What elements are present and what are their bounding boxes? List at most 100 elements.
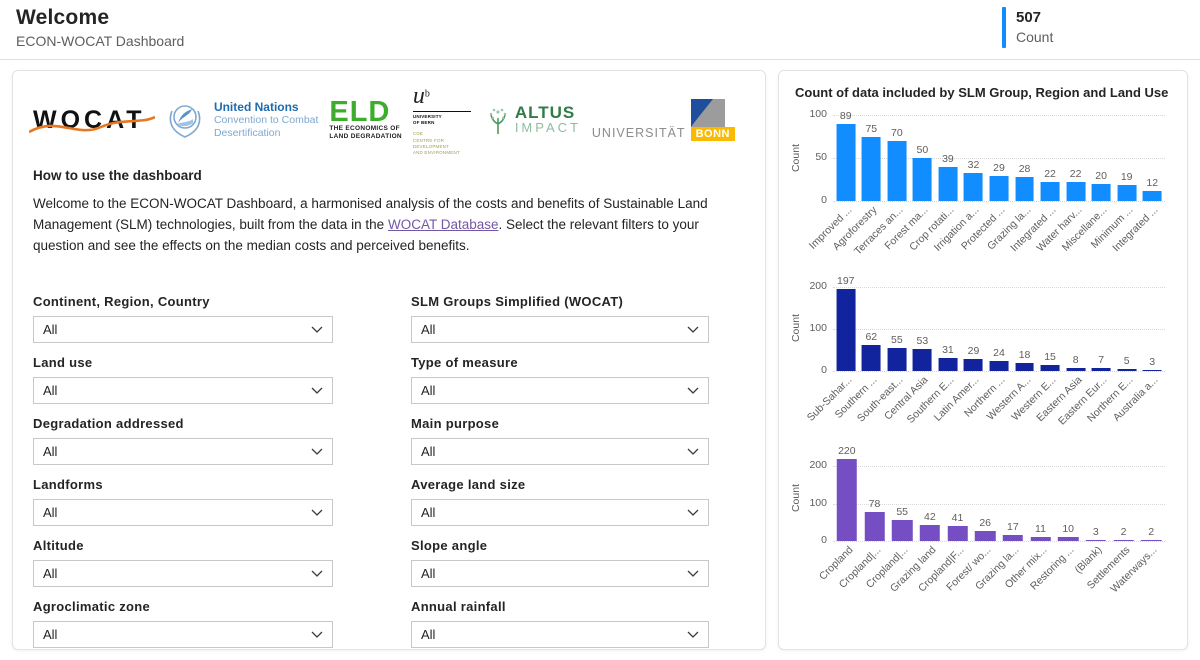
dropdown-value: All — [421, 321, 436, 337]
dropdown-land-use[interactable]: All — [33, 376, 333, 404]
chevron-down-icon — [687, 448, 699, 455]
bar[interactable] — [964, 173, 983, 201]
dropdown-value: All — [43, 382, 58, 398]
bar[interactable] — [887, 348, 907, 371]
bar[interactable] — [974, 531, 996, 541]
page-subtitle: ECON-WOCAT Dashboard — [16, 33, 185, 49]
unccd-line2: Convention to Combat — [213, 113, 319, 126]
bar-value-label: 220 — [838, 444, 856, 457]
bar[interactable] — [887, 140, 907, 201]
eld-logo-text: ELD — [329, 95, 391, 128]
bar[interactable] — [1085, 539, 1107, 541]
bar[interactable] — [1057, 537, 1079, 541]
bar[interactable] — [1117, 184, 1137, 201]
wocat-database-link[interactable]: WOCAT Database — [387, 216, 499, 232]
gridline — [833, 287, 1165, 289]
count-card-accent-bar — [1002, 7, 1006, 48]
dropdown-value: All — [421, 626, 436, 642]
x-axis-labels: Cropland Cropland|... Cropland|... Grazing … — [817, 541, 1165, 603]
bar[interactable] — [891, 520, 913, 541]
filter-group-landforms: Landforms All — [33, 477, 333, 526]
filter-column-1: Continent, Region, Country All Land use All… — [33, 294, 333, 660]
y-tick-label: 100 — [809, 496, 827, 509]
bar-value-label: 42 — [923, 511, 936, 524]
bar[interactable] — [1066, 182, 1086, 201]
bar[interactable] — [912, 158, 932, 201]
gridline — [833, 466, 1165, 468]
university-of-bonn-logo: UNIVERSITÄT BONN — [592, 99, 735, 141]
bar[interactable] — [912, 348, 932, 371]
dropdown-altitude[interactable]: All — [33, 559, 333, 587]
bar-value-label: 29 — [967, 344, 980, 357]
dropdown-agroclimatic-zone[interactable]: All — [33, 620, 333, 648]
unibe-mark: u — [412, 82, 425, 109]
bar[interactable] — [1015, 176, 1034, 201]
filters-section: Continent, Region, Country All Land use All… — [33, 294, 745, 660]
bar[interactable] — [861, 136, 881, 201]
filter-label-slm-groups-simplified-wocat: SLM Groups Simplified (WOCAT) — [411, 293, 624, 309]
bar[interactable] — [919, 525, 941, 541]
filter-group-average-land-size: Average land size All — [411, 477, 709, 526]
dropdown-continent-region-country[interactable]: All — [33, 315, 333, 343]
bar[interactable] — [836, 124, 856, 201]
bar-value-label: 55 — [896, 506, 908, 519]
bar[interactable] — [1091, 368, 1111, 371]
bar[interactable] — [1142, 190, 1162, 201]
bar-value-label: 10 — [1062, 523, 1074, 536]
bar[interactable] — [1140, 540, 1162, 541]
y-axis-title-text: Count — [790, 143, 802, 173]
bar-value-label: 70 — [891, 126, 903, 139]
bar[interactable] — [1040, 364, 1060, 371]
gridline — [833, 115, 1165, 116]
bar[interactable] — [964, 358, 983, 371]
bar-value-label: 18 — [1018, 349, 1031, 362]
bar-value-label: 41 — [951, 511, 964, 524]
bar[interactable] — [1066, 367, 1086, 371]
chevron-down-icon — [687, 387, 699, 394]
filter-column-2: SLM Groups Simplified (WOCAT) All Type of … — [411, 294, 709, 660]
gridline — [833, 541, 1165, 542]
bar[interactable] — [938, 167, 958, 201]
bar[interactable] — [1142, 369, 1162, 371]
bar[interactable] — [989, 360, 1009, 371]
bar-value-label: 12 — [1146, 176, 1159, 189]
bar-value-label: 29 — [993, 162, 1005, 175]
bar[interactable] — [989, 176, 1009, 201]
bar[interactable] — [1015, 363, 1034, 371]
bar-value-label: 8 — [1072, 353, 1079, 366]
filter-label-agroclimatic-zone: Agroclimatic zone — [33, 598, 151, 614]
dropdown-main-purpose[interactable]: All — [411, 437, 709, 465]
bar[interactable] — [938, 358, 958, 371]
bar[interactable] — [1030, 536, 1051, 541]
y-tick-label: 200 — [809, 459, 827, 472]
bar[interactable] — [861, 345, 881, 371]
chart-region: Count 0 100 200 197 62 55 53 31 29 24 18 15 8 7 5 3 Sub-S… — [789, 270, 1173, 433]
bar[interactable] — [864, 511, 885, 541]
dropdown-type-of-measure[interactable]: All — [411, 376, 709, 404]
bar[interactable] — [836, 458, 858, 541]
y-tick-label: 200 — [809, 280, 827, 293]
bar-value-label: 78 — [868, 497, 881, 510]
bar[interactable] — [947, 525, 968, 541]
bar-value-label: 62 — [865, 331, 878, 344]
dropdown-slope-angle[interactable]: All — [411, 559, 709, 587]
chevron-down-icon — [311, 570, 323, 577]
partner-logos: WOCAT United Nations Convention to Comba… — [29, 84, 735, 155]
bar[interactable] — [1002, 534, 1024, 541]
plot-area: 220 78 55 42 41 26 17 11 10 3 2 2 — [833, 445, 1165, 542]
bar[interactable] — [836, 288, 856, 371]
dropdown-degradation-addressed[interactable]: All — [33, 437, 333, 465]
filter-group-agroclimatic-zone: Agroclimatic zone All — [33, 599, 333, 648]
dropdown-annual-rainfall[interactable]: All — [411, 620, 709, 648]
dropdown-average-land-size[interactable]: All — [411, 498, 709, 526]
university-of-bern-logo: ub UNIVERSITY OF BERN CDE CENTRE FOR DEV… — [412, 82, 475, 157]
dropdown-landforms[interactable]: All — [33, 498, 333, 526]
bar[interactable] — [1113, 540, 1134, 541]
bar-value-label: 3 — [1092, 525, 1099, 538]
filter-label-altitude: Altitude — [33, 537, 84, 553]
charts-panel-title: Count of data included by SLM Group, Reg… — [795, 85, 1169, 100]
dropdown-slm-groups-simplified-wocat[interactable]: All — [411, 315, 709, 343]
bar[interactable] — [1040, 182, 1060, 201]
bar[interactable] — [1091, 183, 1111, 201]
bar[interactable] — [1117, 368, 1137, 371]
